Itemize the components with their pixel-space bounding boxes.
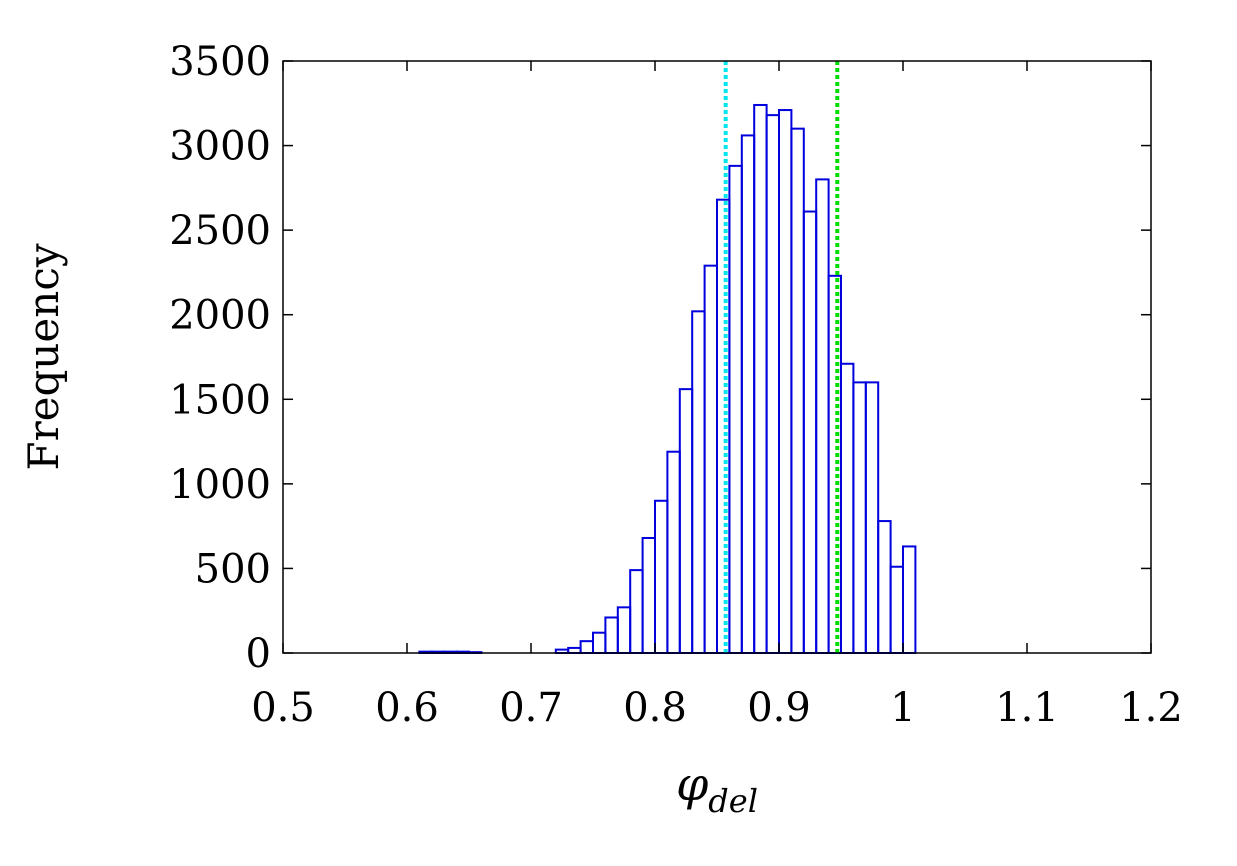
histogram-bars — [418, 103, 917, 655]
histogram-bar — [765, 114, 780, 654]
histogram-bar — [579, 640, 594, 654]
histogram-bar — [592, 631, 607, 655]
histogram-bar — [877, 520, 892, 654]
histogram-bar — [778, 109, 793, 654]
histogram-bar — [728, 164, 743, 655]
x-axis-label-sub: del — [708, 782, 758, 820]
x-tick-label: 0.9 — [747, 685, 811, 731]
histogram-bar — [802, 210, 818, 654]
histogram-bar — [753, 103, 768, 654]
x-tick-label: 0.6 — [375, 685, 439, 731]
plot-frame — [282, 60, 1152, 654]
reference-lines — [723, 61, 840, 653]
histogram-bar — [852, 381, 867, 654]
histogram-bar — [840, 362, 855, 654]
histogram-bar — [889, 565, 904, 654]
histogram-bar — [691, 310, 706, 654]
y-tick-label: 2500 — [169, 208, 271, 254]
x-tick-label: 0.8 — [623, 685, 687, 731]
y-tick-label: 3000 — [169, 124, 271, 170]
histogram-bar — [815, 178, 830, 654]
histogram-bar — [641, 536, 656, 654]
histogram-bar — [740, 134, 756, 654]
x-tick-label: 1.1 — [995, 685, 1059, 731]
x-axis-label-main: φ — [676, 757, 709, 811]
histogram-bar — [790, 127, 805, 654]
x-axis-label: φdel — [676, 757, 758, 820]
x-tick-label: 0.5 — [251, 685, 315, 731]
y-axis-label: Frequency — [19, 243, 68, 470]
histogram-bar — [666, 450, 681, 654]
histogram-bar — [902, 545, 917, 654]
y-tick-label: 1500 — [169, 377, 271, 423]
x-tick-label: 1.2 — [1119, 685, 1183, 731]
histogram-bar — [616, 606, 632, 654]
histogram-bar — [604, 616, 619, 654]
y-tick-label: 0 — [246, 631, 271, 677]
histogram-bar — [567, 646, 582, 655]
y-tick-label: 1000 — [169, 462, 271, 508]
histogram-bar — [629, 569, 644, 654]
histogram-bar — [678, 388, 694, 654]
y-axis-ticks: 0 500 1000 1500 2000 2500 3000 3500 — [169, 39, 1151, 677]
histogram-bar — [864, 381, 880, 654]
y-tick-label: 500 — [195, 546, 271, 592]
x-tick-label: 1 — [890, 685, 915, 731]
histogram-bar — [703, 264, 718, 654]
y-tick-label: 2000 — [169, 293, 271, 339]
y-tick-label: 3500 — [169, 39, 271, 85]
x-axis-ticks: 0.5 0.6 0.7 0.8 0.9 1 1.1 1.2 — [251, 61, 1183, 731]
x-tick-label: 0.7 — [499, 685, 563, 731]
histogram-bar — [654, 499, 669, 654]
